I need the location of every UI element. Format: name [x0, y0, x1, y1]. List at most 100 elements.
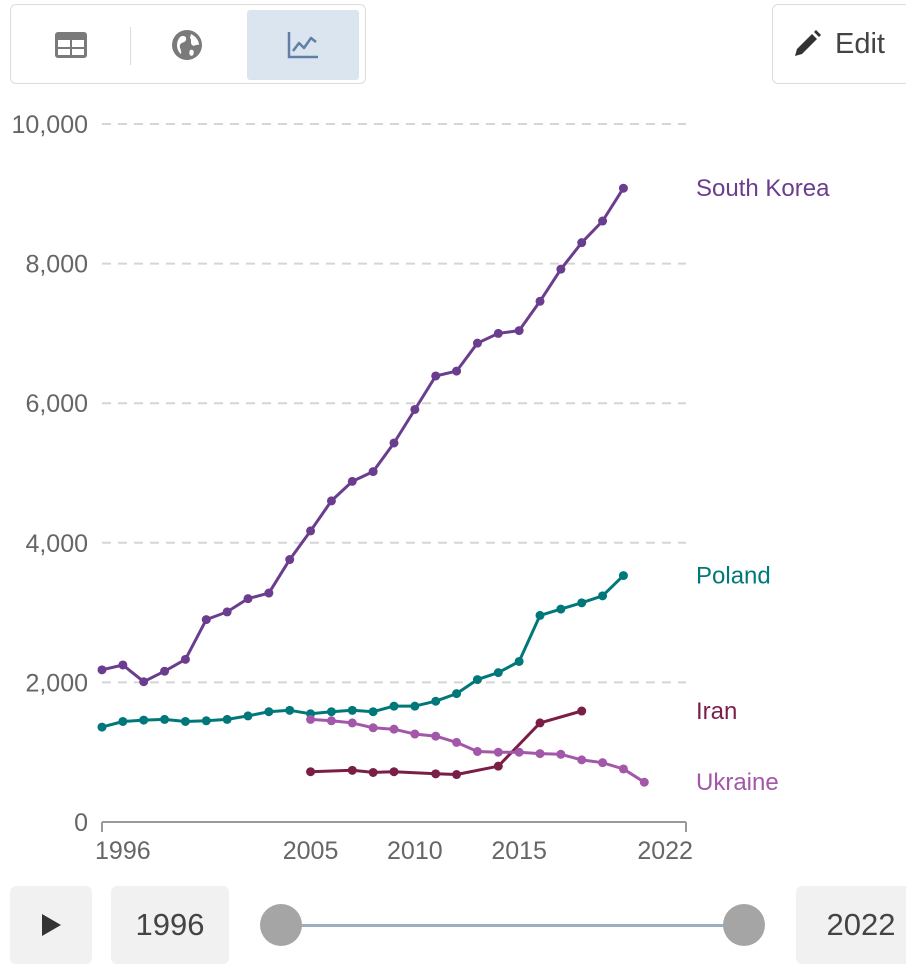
- data-point: [535, 296, 545, 306]
- data-point: [389, 767, 399, 777]
- data-point: [556, 264, 566, 274]
- data-point: [368, 467, 378, 477]
- data-point: [118, 716, 128, 726]
- play-button[interactable]: [10, 886, 92, 964]
- data-point: [410, 404, 420, 414]
- data-point: [201, 615, 211, 625]
- series-line: [101, 187, 625, 684]
- data-point: [514, 747, 524, 757]
- end-year-box[interactable]: 2022: [796, 886, 906, 964]
- grid-lines: [102, 123, 686, 684]
- data-point: [431, 731, 441, 741]
- data-point: [347, 476, 357, 486]
- data-point: [347, 765, 357, 775]
- data-point: [493, 747, 503, 757]
- data-point: [577, 755, 587, 765]
- data-point: [306, 767, 316, 777]
- data-point: [577, 238, 587, 248]
- toggle-divider: [130, 27, 131, 65]
- data-point: [368, 723, 378, 733]
- data-point: [431, 696, 441, 706]
- data-point: [180, 716, 190, 726]
- data-point: [118, 660, 128, 670]
- data-point: [160, 666, 170, 676]
- end-year-handle[interactable]: [723, 904, 765, 946]
- data-point: [243, 711, 253, 721]
- x-tick-label: 2010: [387, 837, 443, 865]
- y-tick-label: 8,000: [25, 251, 88, 279]
- data-point: [431, 769, 441, 779]
- data-point: [577, 598, 587, 608]
- y-axis: 0 2,000 4,000 6,000 8,000 10,000: [12, 111, 88, 837]
- data-point: [410, 729, 420, 739]
- edit-label: Edit: [835, 27, 885, 60]
- data-point: [452, 366, 462, 376]
- data-point: [598, 591, 608, 601]
- data-point: [326, 707, 336, 717]
- data-point: [410, 701, 420, 711]
- data-point: [347, 718, 357, 728]
- data-point: [431, 371, 441, 381]
- data-point: [389, 438, 399, 448]
- data-point: [618, 571, 628, 581]
- x-tick-label: 2022: [637, 837, 693, 865]
- data-point: [97, 722, 107, 732]
- series-labels: South Korea Poland Iran Ukraine: [696, 175, 830, 796]
- edit-button[interactable]: Edit: [772, 4, 906, 84]
- x-tick-label: 1996: [95, 837, 151, 865]
- data-point: [493, 668, 503, 678]
- line-chart-icon: [287, 32, 318, 59]
- data-point: [493, 328, 503, 338]
- data-point: [618, 183, 628, 193]
- globe-icon: [172, 30, 202, 60]
- data-point: [347, 705, 357, 715]
- series-line: [101, 574, 625, 729]
- data-point: [577, 706, 587, 716]
- data-point: [556, 749, 566, 759]
- data-point: [285, 705, 295, 715]
- data-point: [452, 770, 462, 780]
- data-point: [472, 675, 482, 685]
- start-year-box[interactable]: 1996: [111, 886, 229, 964]
- data-point: [306, 714, 316, 724]
- data-point: [139, 677, 149, 687]
- y-tick-label: 10,000: [12, 111, 88, 139]
- data-point: [139, 715, 149, 725]
- data-point: [264, 707, 274, 717]
- timeline-slider-track[interactable]: [281, 924, 744, 927]
- data-point: [326, 496, 336, 506]
- data-point: [389, 724, 399, 734]
- data-point: [535, 718, 545, 728]
- data-point: [201, 716, 211, 726]
- data-point: [243, 594, 253, 604]
- series-label: Iran: [696, 698, 737, 725]
- y-tick-label: 4,000: [25, 530, 88, 558]
- data-point: [472, 747, 482, 757]
- view-toggle: [10, 4, 366, 84]
- play-icon: [42, 914, 61, 936]
- x-axis: 1996 2005 2010 2015 2022: [95, 821, 693, 865]
- start-year-handle[interactable]: [260, 904, 302, 946]
- pencil-icon: [795, 30, 821, 56]
- series-label: Ukraine: [696, 769, 779, 796]
- data-point: [598, 758, 608, 768]
- data-point: [514, 326, 524, 336]
- table-view-button[interactable]: [15, 10, 127, 80]
- data-point: [639, 777, 649, 787]
- line-chart: 0 2,000 4,000 6,000 8,000 10,000 1996 2005 2010…: [12, 111, 831, 865]
- y-tick-label: 2,000: [25, 669, 88, 697]
- data-point: [472, 338, 482, 348]
- data-point: [368, 707, 378, 717]
- data-point: [160, 714, 170, 724]
- y-tick-label: 6,000: [25, 390, 88, 418]
- series-group: [97, 183, 649, 787]
- map-view-button[interactable]: [131, 10, 243, 80]
- chart-view-button[interactable]: [247, 10, 359, 80]
- data-point: [222, 607, 232, 617]
- table-icon: [55, 32, 87, 58]
- data-point: [514, 656, 524, 666]
- data-point: [326, 716, 336, 726]
- data-point: [535, 610, 545, 620]
- x-tick-label: 2015: [491, 837, 547, 865]
- y-tick-label: 0: [74, 809, 88, 837]
